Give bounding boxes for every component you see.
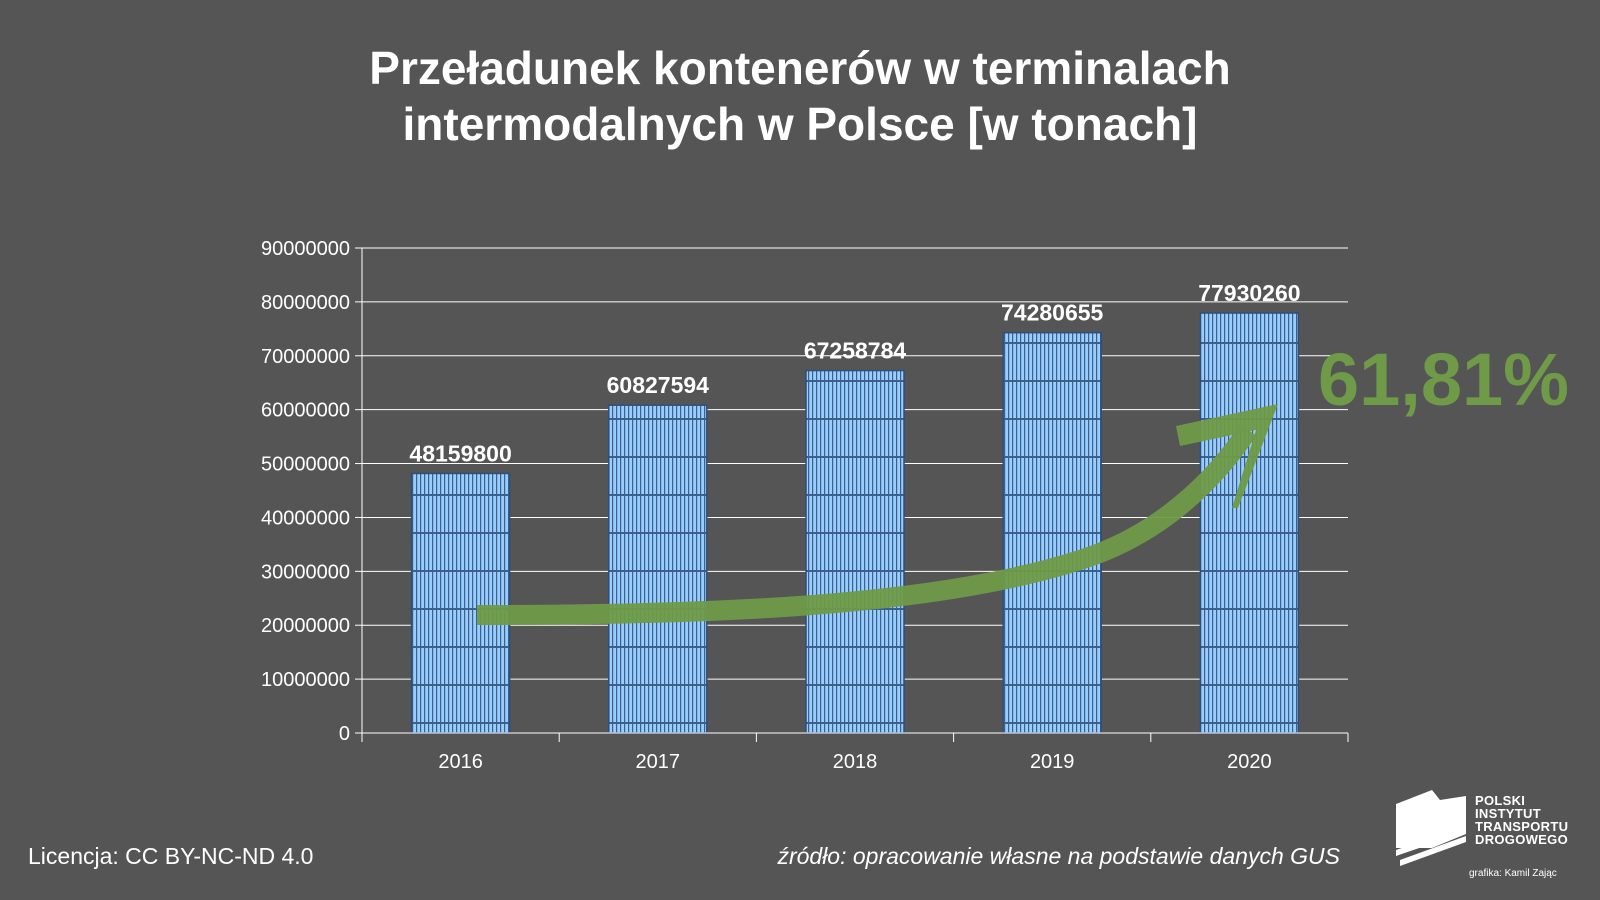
y-tick-label: 80000000	[261, 292, 350, 314]
bar-value-label: 67258784	[804, 338, 907, 364]
x-tick-label: 2019	[1030, 751, 1075, 773]
bar-value-label: 74280655	[1001, 300, 1104, 326]
growth-arrow	[476, 404, 1278, 625]
bar-value-label: 60827594	[607, 372, 710, 398]
y-tick-label: 0	[339, 723, 350, 745]
arrow-head	[1176, 404, 1278, 508]
x-tick-label: 2016	[438, 751, 483, 773]
growth-percentage: 61,81%	[1318, 338, 1569, 421]
logo-line-1: POLSKI	[1475, 793, 1526, 808]
bar	[805, 369, 905, 734]
y-tick-label: 90000000	[261, 238, 350, 260]
bar-value-label: 48159800	[409, 440, 511, 466]
arrow-curve	[476, 424, 1257, 625]
bar	[1199, 312, 1300, 734]
logo-icon	[1396, 790, 1466, 866]
y-tick-label: 30000000	[261, 561, 350, 583]
logo: POLSKI INSTYTUT TRANSPORTU DROGOWEGO gra…	[1392, 790, 1592, 895]
bars	[410, 312, 1300, 734]
x-tick-label: 2020	[1227, 751, 1272, 773]
y-tick-label: 70000000	[261, 346, 350, 368]
license-text: Licencja: CC BY-NC-ND 4.0	[28, 843, 314, 869]
graphic-credit: grafika: Kamil Zając	[1469, 868, 1557, 879]
chart-title-line-1: Przeładunek kontenerów w terminalach	[369, 42, 1231, 94]
logo-text: POLSKI INSTYTUT TRANSPORTU DROGOWEGO	[1475, 794, 1568, 846]
bar	[1002, 331, 1102, 734]
x-tick-label: 2018	[833, 751, 878, 773]
bar	[608, 404, 708, 734]
bar	[410, 472, 511, 734]
y-tick-label: 60000000	[261, 400, 350, 422]
y-axis: 0 10000000 20000000 30000000 40000000 5000000…	[261, 238, 363, 745]
y-tick-label: 10000000	[261, 669, 350, 691]
logo-line-2: INSTYTUT	[1475, 806, 1541, 821]
bar-value-label: 77930260	[1198, 280, 1300, 306]
y-tick-label: 50000000	[261, 454, 350, 476]
data-labels: 48159800 60827594 67258784 74280655 77930260	[409, 280, 1300, 466]
chart-title-line-2: intermodalnych w Polsce [w tonach]	[402, 98, 1198, 150]
x-tick-label: 2017	[636, 751, 681, 773]
x-axis: 2016 2017 2018 2019 2020	[361, 732, 1349, 773]
y-tick-label: 20000000	[261, 615, 350, 637]
logo-line-3: TRANSPORTU	[1475, 819, 1569, 834]
y-tick-label: 40000000	[261, 507, 350, 529]
chart-title: Przeładunek kontenerów w terminalach int…	[0, 40, 1600, 152]
logo-line-4: DROGOWEGO	[1475, 832, 1568, 847]
source-text: źródło: opracowanie własne na podstawie …	[777, 843, 1340, 869]
